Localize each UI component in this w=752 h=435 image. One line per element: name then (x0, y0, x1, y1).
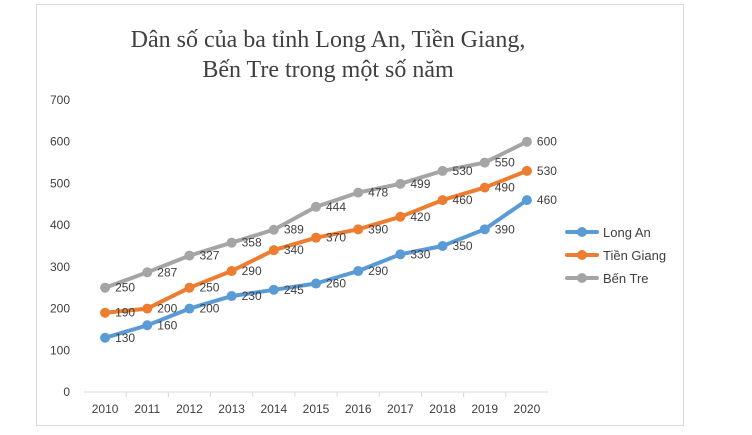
data-point (353, 224, 364, 235)
series-points (100, 136, 532, 343)
data-point (184, 303, 195, 314)
chart-frame (36, 4, 684, 426)
data-label: 390 (495, 222, 515, 236)
data-label: 358 (242, 236, 262, 250)
y-tick-label: 0 (63, 385, 70, 399)
data-point (226, 266, 237, 277)
data-point (521, 165, 532, 176)
data-point (395, 211, 406, 222)
data-label: 600 (537, 135, 557, 149)
x-tick-label: 2017 (387, 402, 414, 416)
data-label: 260 (326, 277, 346, 291)
data-label: 250 (115, 281, 135, 295)
data-label: 245 (284, 283, 304, 297)
legend-marker (577, 250, 587, 260)
data-label: 130 (115, 331, 135, 345)
legend-label: Tiền Giang (603, 248, 666, 263)
chart-title-line-1: Dân số của ba tỉnh Long An, Tiền Giang, (131, 27, 526, 53)
data-label: 490 (495, 181, 515, 195)
x-tick-label: 2015 (303, 402, 330, 416)
y-tick-label: 300 (50, 260, 70, 274)
data-point (268, 245, 279, 256)
chart-axes: 0 100 200 300 400 500 600 700 2010 2011 2012 2013 20… (50, 93, 548, 416)
data-point (311, 232, 321, 243)
data-point (100, 282, 111, 293)
data-label: 350 (453, 239, 473, 253)
data-label: 530 (453, 164, 473, 178)
data-label: 190 (115, 306, 135, 320)
data-labels: 130 160 200 230 245 260 290 330 350 390 460 190 200 2… (115, 135, 557, 345)
data-point (184, 250, 195, 261)
data-point (226, 237, 237, 248)
x-tick-label: 2011 (134, 402, 160, 416)
x-tick-label: 2019 (471, 402, 498, 416)
y-tick-label: 100 (50, 343, 70, 357)
legend-marker (577, 227, 587, 237)
legend-label: Bến Tre (603, 271, 649, 286)
data-label: 200 (157, 302, 177, 316)
data-label: 200 (199, 302, 219, 316)
data-point (395, 178, 406, 189)
y-tick-label: 500 (50, 176, 70, 190)
data-point (142, 303, 153, 314)
legend-label: Long An (603, 225, 651, 240)
chart-title-line-2: Bến Tre trong một số năm (202, 57, 454, 83)
data-point (521, 195, 532, 206)
legend-marker (577, 273, 587, 283)
data-point (268, 224, 279, 235)
data-label: 160 (157, 318, 177, 332)
data-point (437, 165, 448, 176)
data-point (395, 249, 406, 260)
data-label: 390 (368, 222, 388, 236)
data-point (268, 284, 279, 295)
data-label: 327 (199, 249, 219, 263)
x-tick-label: 2016 (345, 402, 372, 416)
data-label: 420 (410, 210, 430, 224)
data-label: 340 (284, 243, 304, 257)
data-label: 389 (284, 223, 304, 237)
data-point (100, 307, 111, 318)
data-point (142, 267, 153, 278)
data-point (100, 332, 111, 343)
data-point (311, 278, 321, 289)
data-point (479, 157, 490, 168)
data-label: 287 (157, 265, 177, 279)
data-point (184, 282, 195, 293)
data-label: 290 (368, 264, 388, 278)
data-label: 370 (326, 231, 346, 245)
data-label: 460 (453, 193, 473, 207)
data-point (437, 241, 448, 251)
x-tick-label: 2020 (514, 402, 541, 416)
data-point (353, 266, 364, 277)
data-point (521, 136, 532, 147)
y-tick-label: 200 (50, 302, 70, 316)
data-point (142, 320, 153, 331)
data-label: 530 (537, 164, 557, 178)
y-tick-label: 600 (50, 135, 70, 149)
x-tick-label: 2018 (429, 402, 456, 416)
data-label: 460 (537, 193, 557, 207)
data-label: 330 (410, 247, 430, 261)
legend: Long An Tiền Giang Bến Tre (565, 225, 666, 286)
data-point (479, 224, 490, 235)
data-label: 290 (242, 264, 262, 278)
y-tick-label: 700 (50, 93, 70, 107)
data-label: 550 (495, 156, 515, 170)
data-label: 250 (199, 281, 219, 295)
y-tick-label: 400 (50, 218, 70, 232)
data-point (437, 195, 448, 206)
data-point (226, 291, 237, 302)
data-label: 444 (326, 200, 346, 214)
data-label: 499 (410, 177, 430, 191)
x-tick-label: 2014 (260, 402, 287, 416)
data-label: 478 (368, 186, 388, 200)
data-point (479, 182, 490, 193)
data-label: 230 (242, 289, 262, 303)
data-point (353, 187, 364, 198)
x-tick-label: 2010 (92, 402, 119, 416)
data-point (311, 201, 321, 212)
x-tick-label: 2013 (218, 402, 245, 416)
x-tick-label: 2012 (176, 402, 203, 416)
